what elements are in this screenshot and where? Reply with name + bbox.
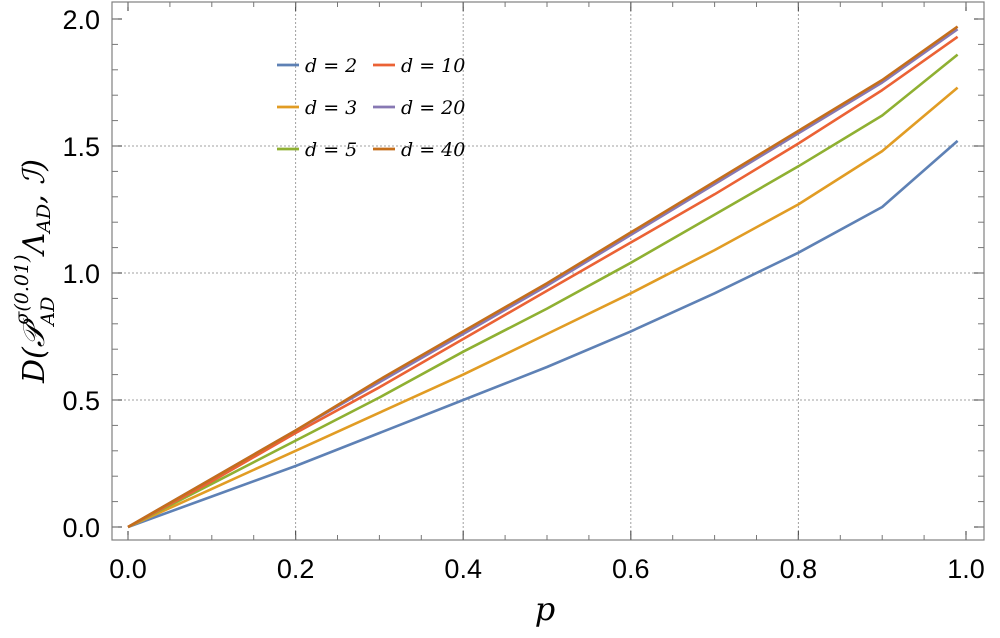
plot-area bbox=[111, 1, 985, 541]
y-tick-label: 1.5 bbox=[62, 132, 100, 162]
x-tick-label: 0.2 bbox=[277, 554, 315, 584]
y-tick-label: 2.0 bbox=[62, 5, 100, 35]
series-line-4 bbox=[127, 35, 959, 529]
x-tick-label: 1.0 bbox=[947, 554, 985, 584]
series-line-6 bbox=[127, 25, 959, 529]
legend-label: d = 10 bbox=[401, 55, 465, 77]
x-tick-label: 0.8 bbox=[780, 554, 818, 584]
x-tick-label: 0.0 bbox=[109, 554, 147, 584]
x-axis-label: p bbox=[535, 590, 555, 628]
series-line-1 bbox=[127, 139, 959, 529]
y-tick-label: 1.0 bbox=[62, 259, 100, 289]
series-lines bbox=[127, 25, 959, 529]
y-tick-labels: 0.0 0.5 1.0 1.5 2.0 bbox=[62, 5, 100, 543]
series-line-3 bbox=[127, 53, 959, 529]
legend-label: d = 40 bbox=[401, 139, 465, 161]
legend-label: d = 20 bbox=[401, 97, 465, 119]
svg-text:D(𝒫ADσ(0.01)ΛAD, ℐ): D(𝒫ADσ(0.01)ΛAD, ℐ) bbox=[11, 159, 59, 384]
legend-label: d = 3 bbox=[305, 97, 357, 119]
x-tick-labels: 0.0 0.2 0.4 0.6 0.8 1.0 bbox=[109, 554, 985, 584]
y-tick-label: 0.5 bbox=[62, 386, 100, 416]
ticks bbox=[112, 2, 984, 540]
legend-label: d = 5 bbox=[305, 139, 357, 161]
legend-label: d = 2 bbox=[305, 55, 357, 77]
legend: d = 2 d = 3 d = 5 d = 10 d = 20 d = 40 bbox=[277, 55, 465, 161]
x-tick-label: 0.4 bbox=[444, 554, 482, 584]
y-axis-label: D(𝒫ADσ(0.01)ΛAD, ℐ) bbox=[11, 159, 59, 384]
y-tick-label: 0.0 bbox=[62, 513, 100, 543]
series-line-2 bbox=[127, 86, 959, 529]
grid bbox=[112, 2, 984, 540]
x-tick-label: 0.6 bbox=[612, 554, 650, 584]
